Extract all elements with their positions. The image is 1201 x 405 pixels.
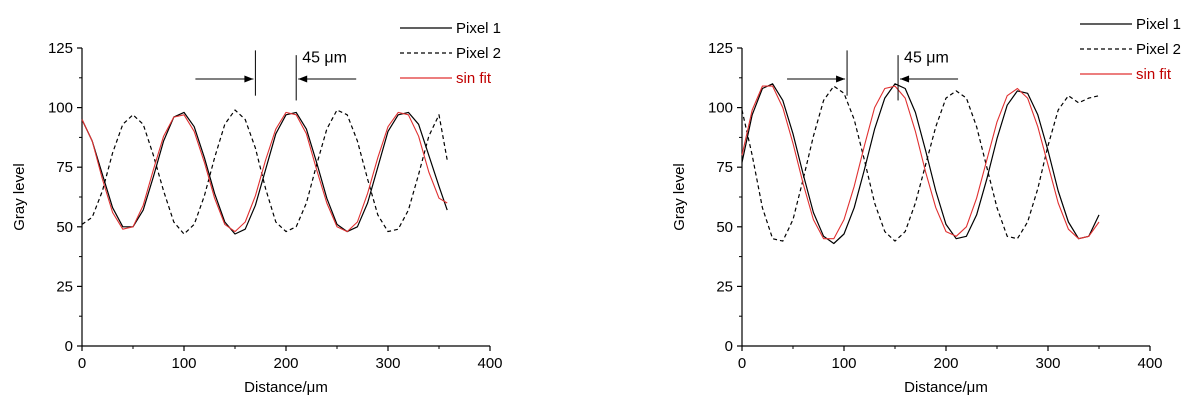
arrow-head: [244, 75, 254, 83]
series-line-pixel-2: [741, 85, 1100, 242]
y-tick-label: 100: [48, 100, 73, 117]
x-axis-title: Distance/μm: [244, 379, 328, 396]
series-line-sin-fit: [81, 111, 448, 233]
y-tick-label: 0: [725, 338, 733, 355]
x-tick-label: 300: [375, 355, 400, 372]
legend-label: Pixel 2: [1136, 41, 1181, 58]
x-tick-label: 300: [1035, 355, 1060, 372]
x-axis-title: Distance/μm: [904, 379, 988, 396]
series-line-pixel-1: [741, 83, 1100, 245]
arrow-head: [298, 75, 308, 83]
y-tick-label: 0: [65, 338, 73, 355]
y-tick-label: 25: [56, 278, 73, 295]
y-tick-label: 75: [56, 159, 73, 176]
series-line-sin-fit: [741, 85, 1100, 240]
chart-1: 0 100 200 300 400 0 25 50 75 100 125 Distance/μm Gra…: [11, 20, 503, 396]
arrow-head: [836, 75, 846, 83]
shift-label: 45 μm: [904, 49, 949, 66]
shift-label: 45 μm: [302, 49, 347, 66]
legend: Pixel 1 Pixel 2 sin fit: [400, 20, 501, 87]
y-tick-label: 100: [708, 100, 733, 117]
y-tick-label: 125: [708, 40, 733, 57]
x-tick-label: 400: [1137, 355, 1162, 372]
series-line-pixel-2: [81, 109, 448, 235]
x-tick-label: 100: [831, 355, 856, 372]
x-tick-label: 0: [78, 355, 86, 372]
legend-label: sin fit: [1136, 66, 1172, 83]
series-line-pixel-1: [81, 111, 448, 235]
y-tick-label: 25: [716, 278, 733, 295]
arrow-head: [900, 75, 910, 83]
y-tick-label: 50: [716, 219, 733, 236]
legend-label: Pixel 2: [456, 45, 501, 62]
chart-2: 0 100 200 300 400 0 25 50 75 100 125 Distance/μm Gra…: [671, 16, 1181, 396]
y-tick-label: 50: [56, 219, 73, 236]
x-tick-label: 400: [477, 355, 502, 372]
legend-label: Pixel 1: [456, 20, 501, 37]
legend-label: sin fit: [456, 70, 492, 87]
legend: Pixel 1 Pixel 2 sin fit: [1080, 16, 1181, 83]
x-tick-label: 0: [738, 355, 746, 372]
y-axis-title: Gray level: [671, 163, 688, 231]
x-tick-label: 200: [933, 355, 958, 372]
y-tick-label: 75: [716, 159, 733, 176]
legend-label: Pixel 1: [1136, 16, 1181, 33]
shift-annotation: 45 μm: [195, 49, 357, 101]
y-axis-title: Gray level: [11, 163, 28, 231]
x-tick-label: 100: [171, 355, 196, 372]
shift-annotation: 45 μm: [787, 49, 959, 101]
y-tick-label: 125: [48, 40, 73, 57]
x-tick-label: 200: [273, 355, 298, 372]
